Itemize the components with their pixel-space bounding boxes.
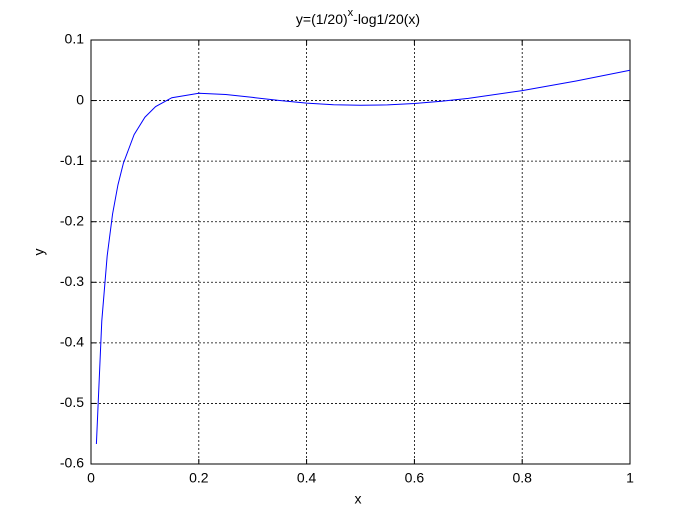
x-tick-label: 0.2 [189, 470, 209, 486]
y-tick-label: -0.3 [60, 273, 84, 289]
x-tick-label: 0.4 [297, 470, 317, 486]
plot-frame [90, 39, 631, 465]
y-tick-label: -0.6 [60, 455, 84, 471]
title-base: y=(1/20) [296, 11, 348, 27]
y-axis-label: y [31, 249, 47, 256]
title-superscript: x [348, 7, 354, 19]
y-tick-label: -0.4 [60, 334, 84, 350]
x-tick-label: 0 [87, 470, 95, 486]
x-tick-label: 1 [626, 470, 634, 486]
y-tick-label: -0.5 [60, 394, 84, 410]
y-tick-label: 0 [76, 91, 84, 107]
x-axis-label: x [355, 491, 362, 507]
chart-title: y=(1/20)x-log1/20(x) [296, 7, 420, 27]
y-tick-label: 0.1 [65, 31, 85, 47]
x-tick-label: 0.6 [405, 470, 425, 486]
title-rest: -log1/20(x) [353, 11, 420, 27]
y-tick-label: -0.1 [60, 152, 84, 168]
x-tick-label: 0.8 [512, 470, 532, 486]
data-line [95, 69, 631, 445]
y-tick-label: -0.2 [60, 212, 84, 228]
